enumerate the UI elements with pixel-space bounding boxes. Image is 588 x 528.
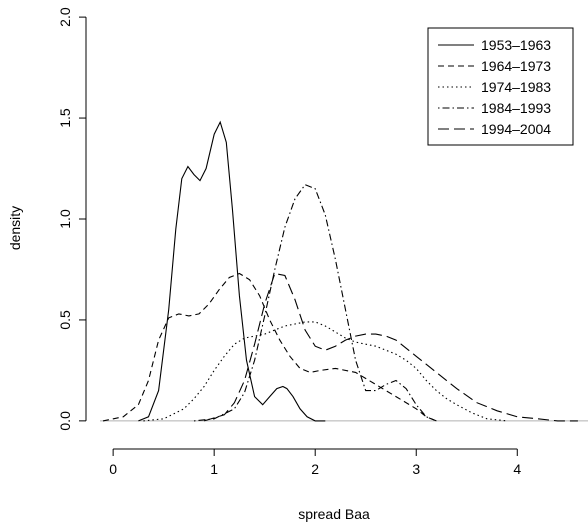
legend-label: 1974–1983 — [481, 79, 551, 95]
series-line-4 — [193, 184, 437, 422]
series-line-1 — [138, 120, 326, 422]
legend-label: 1984–1993 — [481, 100, 551, 116]
y-axis-title: density — [7, 206, 23, 250]
series-line-2 — [102, 272, 437, 422]
x-tick-label: 2 — [311, 461, 319, 477]
legend-items: 1953–1963 1964–1973 1974–1983 1984–1993 1994… — [438, 37, 551, 137]
x-axis: 0 1 2 3 4 spread Baa — [109, 448, 521, 522]
plot-area — [100, 120, 588, 422]
y-axis: 0.0 0.5 1.0 1.5 2.0 density — [7, 7, 87, 431]
series-line-3 — [143, 321, 508, 422]
series-group — [102, 120, 578, 422]
legend-label: 1994–2004 — [481, 121, 551, 137]
x-tick-label: 4 — [513, 461, 521, 477]
legend-label: 1953–1963 — [481, 37, 551, 53]
x-axis-title: spread Baa — [298, 506, 370, 522]
y-tick-label: 1.5 — [57, 108, 73, 128]
x-tick-label: 3 — [412, 461, 420, 477]
series-line-5 — [203, 272, 578, 422]
y-tick-group: 0.0 0.5 1.0 1.5 2.0 — [57, 7, 86, 431]
y-tick-label: 1.0 — [57, 209, 73, 229]
x-tick-label: 0 — [109, 461, 117, 477]
y-tick-label: 0.5 — [57, 310, 73, 330]
legend: 1953–1963 1964–1973 1974–1983 1984–1993 1994… — [427, 27, 574, 146]
y-tick-label: 2.0 — [57, 7, 73, 27]
x-tick-label: 1 — [210, 461, 218, 477]
x-tick-group: 0 1 2 3 4 — [109, 449, 521, 477]
legend-label: 1964–1973 — [481, 58, 551, 74]
y-tick-label: 0.0 — [57, 411, 73, 431]
